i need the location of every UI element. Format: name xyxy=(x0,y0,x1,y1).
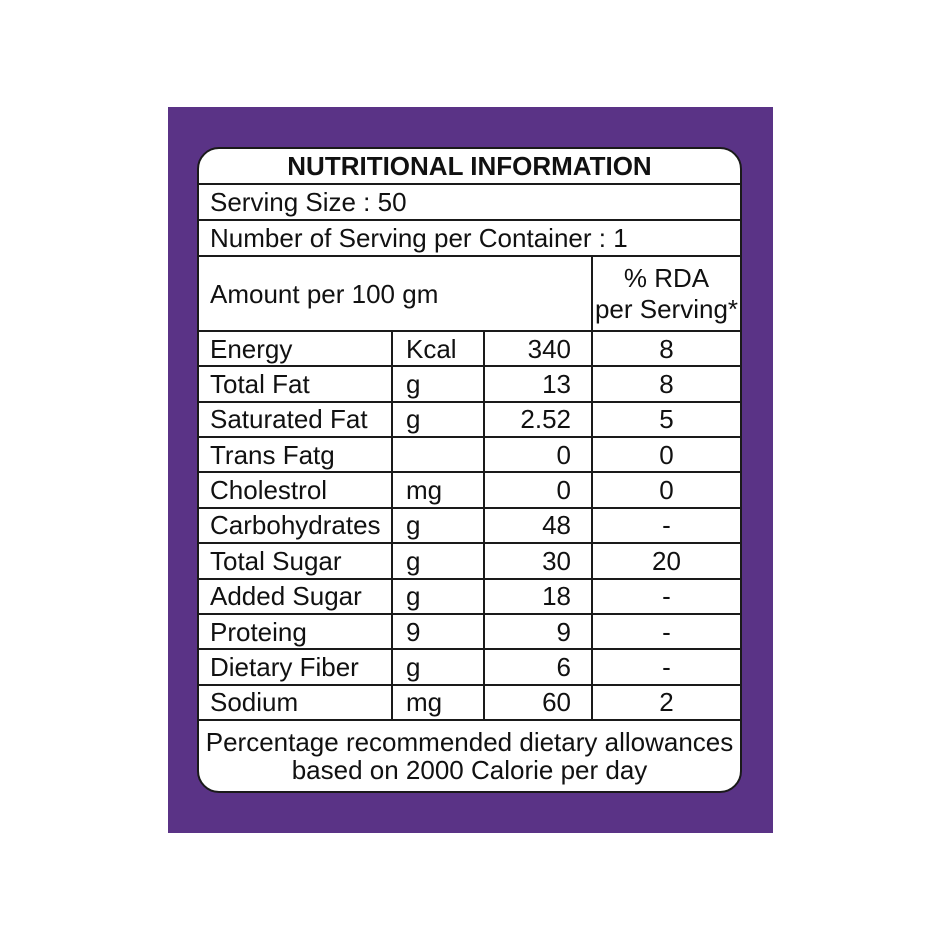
nutrient-amount: 18 xyxy=(485,579,593,613)
nutrient-unit: Kcal xyxy=(393,332,485,366)
nutrient-rda: - xyxy=(662,616,671,647)
nutrient-name: Total Sugar xyxy=(199,544,393,578)
nutrient-amount: 30 xyxy=(485,544,593,578)
nutrient-amount: 13 xyxy=(485,367,593,401)
nutrient-amount: 340 xyxy=(485,332,593,366)
nutrition-title: NUTRITIONAL INFORMATION xyxy=(199,149,740,185)
nutrient-amount: 6 xyxy=(485,650,593,684)
nutrient-rda: - xyxy=(662,581,671,612)
table-row-total-fat: Total Fat g 13 8 xyxy=(199,367,740,403)
nutrient-rda: 20 xyxy=(652,545,681,576)
nutrient-rda: 2 xyxy=(659,687,674,718)
table-row-carbohydrates: Carbohydrates g 48 - xyxy=(199,508,740,545)
table-row-cholestrol: Cholestrol mg 0 0 xyxy=(199,473,740,509)
table-row-sodium: Sodium mg 60 2 xyxy=(199,685,740,721)
nutrient-unit: g xyxy=(393,579,485,613)
nutrient-name: Added Sugar xyxy=(199,579,393,613)
rda-header-line1: % RDA xyxy=(623,262,710,293)
nutrient-unit: mg xyxy=(393,685,485,719)
nutrient-name: Carbohydrates xyxy=(199,508,393,543)
nutrient-unit: g xyxy=(393,650,485,684)
nutrient-name: Dietary Fiber xyxy=(199,650,393,684)
nutrient-unit: g xyxy=(393,544,485,578)
nutrient-amount: 48 xyxy=(485,508,593,543)
nutrient-rda: 0 xyxy=(659,439,674,470)
nutrient-amount: 2.52 xyxy=(485,402,593,437)
nutrient-rda: 0 xyxy=(659,475,674,506)
table-row-proteing: Proteing 9 9 - xyxy=(199,614,740,651)
nutrient-unit: mg xyxy=(393,473,485,507)
nutrient-rda: 5 xyxy=(659,404,674,435)
label-background-panel: NUTRITIONAL INFORMATION Serving Size : 5… xyxy=(168,107,773,833)
nutrient-name: Energy xyxy=(199,332,393,366)
nutrient-amount: 60 xyxy=(485,685,593,719)
nutrient-unit: g xyxy=(393,402,485,437)
table-row-saturated-fat: Saturated Fat g 2.52 5 xyxy=(199,402,740,439)
table-row-trans-fat: Trans Fatg 0 0 xyxy=(199,438,740,474)
nutrient-amount: 0 xyxy=(485,438,593,472)
nutrient-table-body: Energy Kcal 340 8 Total Fat g 13 8 Satur… xyxy=(199,332,740,721)
nutrient-unit: g xyxy=(393,367,485,401)
rda-header-line2: per Serving* xyxy=(594,293,739,324)
nutrient-name: Sodium xyxy=(199,685,393,719)
nutrient-name: Total Fat xyxy=(199,367,393,401)
nutrient-name: Proteing xyxy=(199,614,393,649)
nutrient-amount: 0 xyxy=(485,473,593,507)
table-row-dietary-fiber: Dietary Fiber g 6 - xyxy=(199,650,740,686)
footnote: Percentage recommended dietary allowance… xyxy=(199,721,740,791)
nutrition-facts-card: NUTRITIONAL INFORMATION Serving Size : 5… xyxy=(197,147,742,793)
table-row-added-sugar: Added Sugar g 18 - xyxy=(199,579,740,615)
rda-header-cell: % RDA per Serving* xyxy=(593,257,740,330)
table-row-energy: Energy Kcal 340 8 xyxy=(199,332,740,368)
nutrient-name: Saturated Fat xyxy=(199,402,393,437)
nutrient-unit xyxy=(393,438,485,472)
serving-size-row: Serving Size : 50 xyxy=(199,185,740,221)
nutrient-rda: 8 xyxy=(659,369,674,400)
amount-header-cell: Amount per 100 gm xyxy=(199,257,593,330)
nutrient-amount: 9 xyxy=(485,614,593,649)
table-row-total-sugar: Total Sugar g 30 20 xyxy=(199,544,740,580)
nutrient-unit: 9 xyxy=(393,614,485,649)
nutrient-name: Trans Fatg xyxy=(199,438,393,472)
nutrient-rda: 8 xyxy=(659,333,674,364)
footnote-line2: based on 2000 Calorie per day xyxy=(291,755,648,785)
table-header-row: Amount per 100 gm % RDA per Serving* xyxy=(199,257,740,332)
nutrient-name: Cholestrol xyxy=(199,473,393,507)
footnote-line1: Percentage recommended dietary allowance… xyxy=(205,727,734,757)
servings-per-container-row: Number of Serving per Container : 1 xyxy=(199,221,740,257)
nutrient-rda: - xyxy=(662,651,671,682)
nutrient-rda: - xyxy=(662,510,671,541)
nutrient-unit: g xyxy=(393,508,485,543)
